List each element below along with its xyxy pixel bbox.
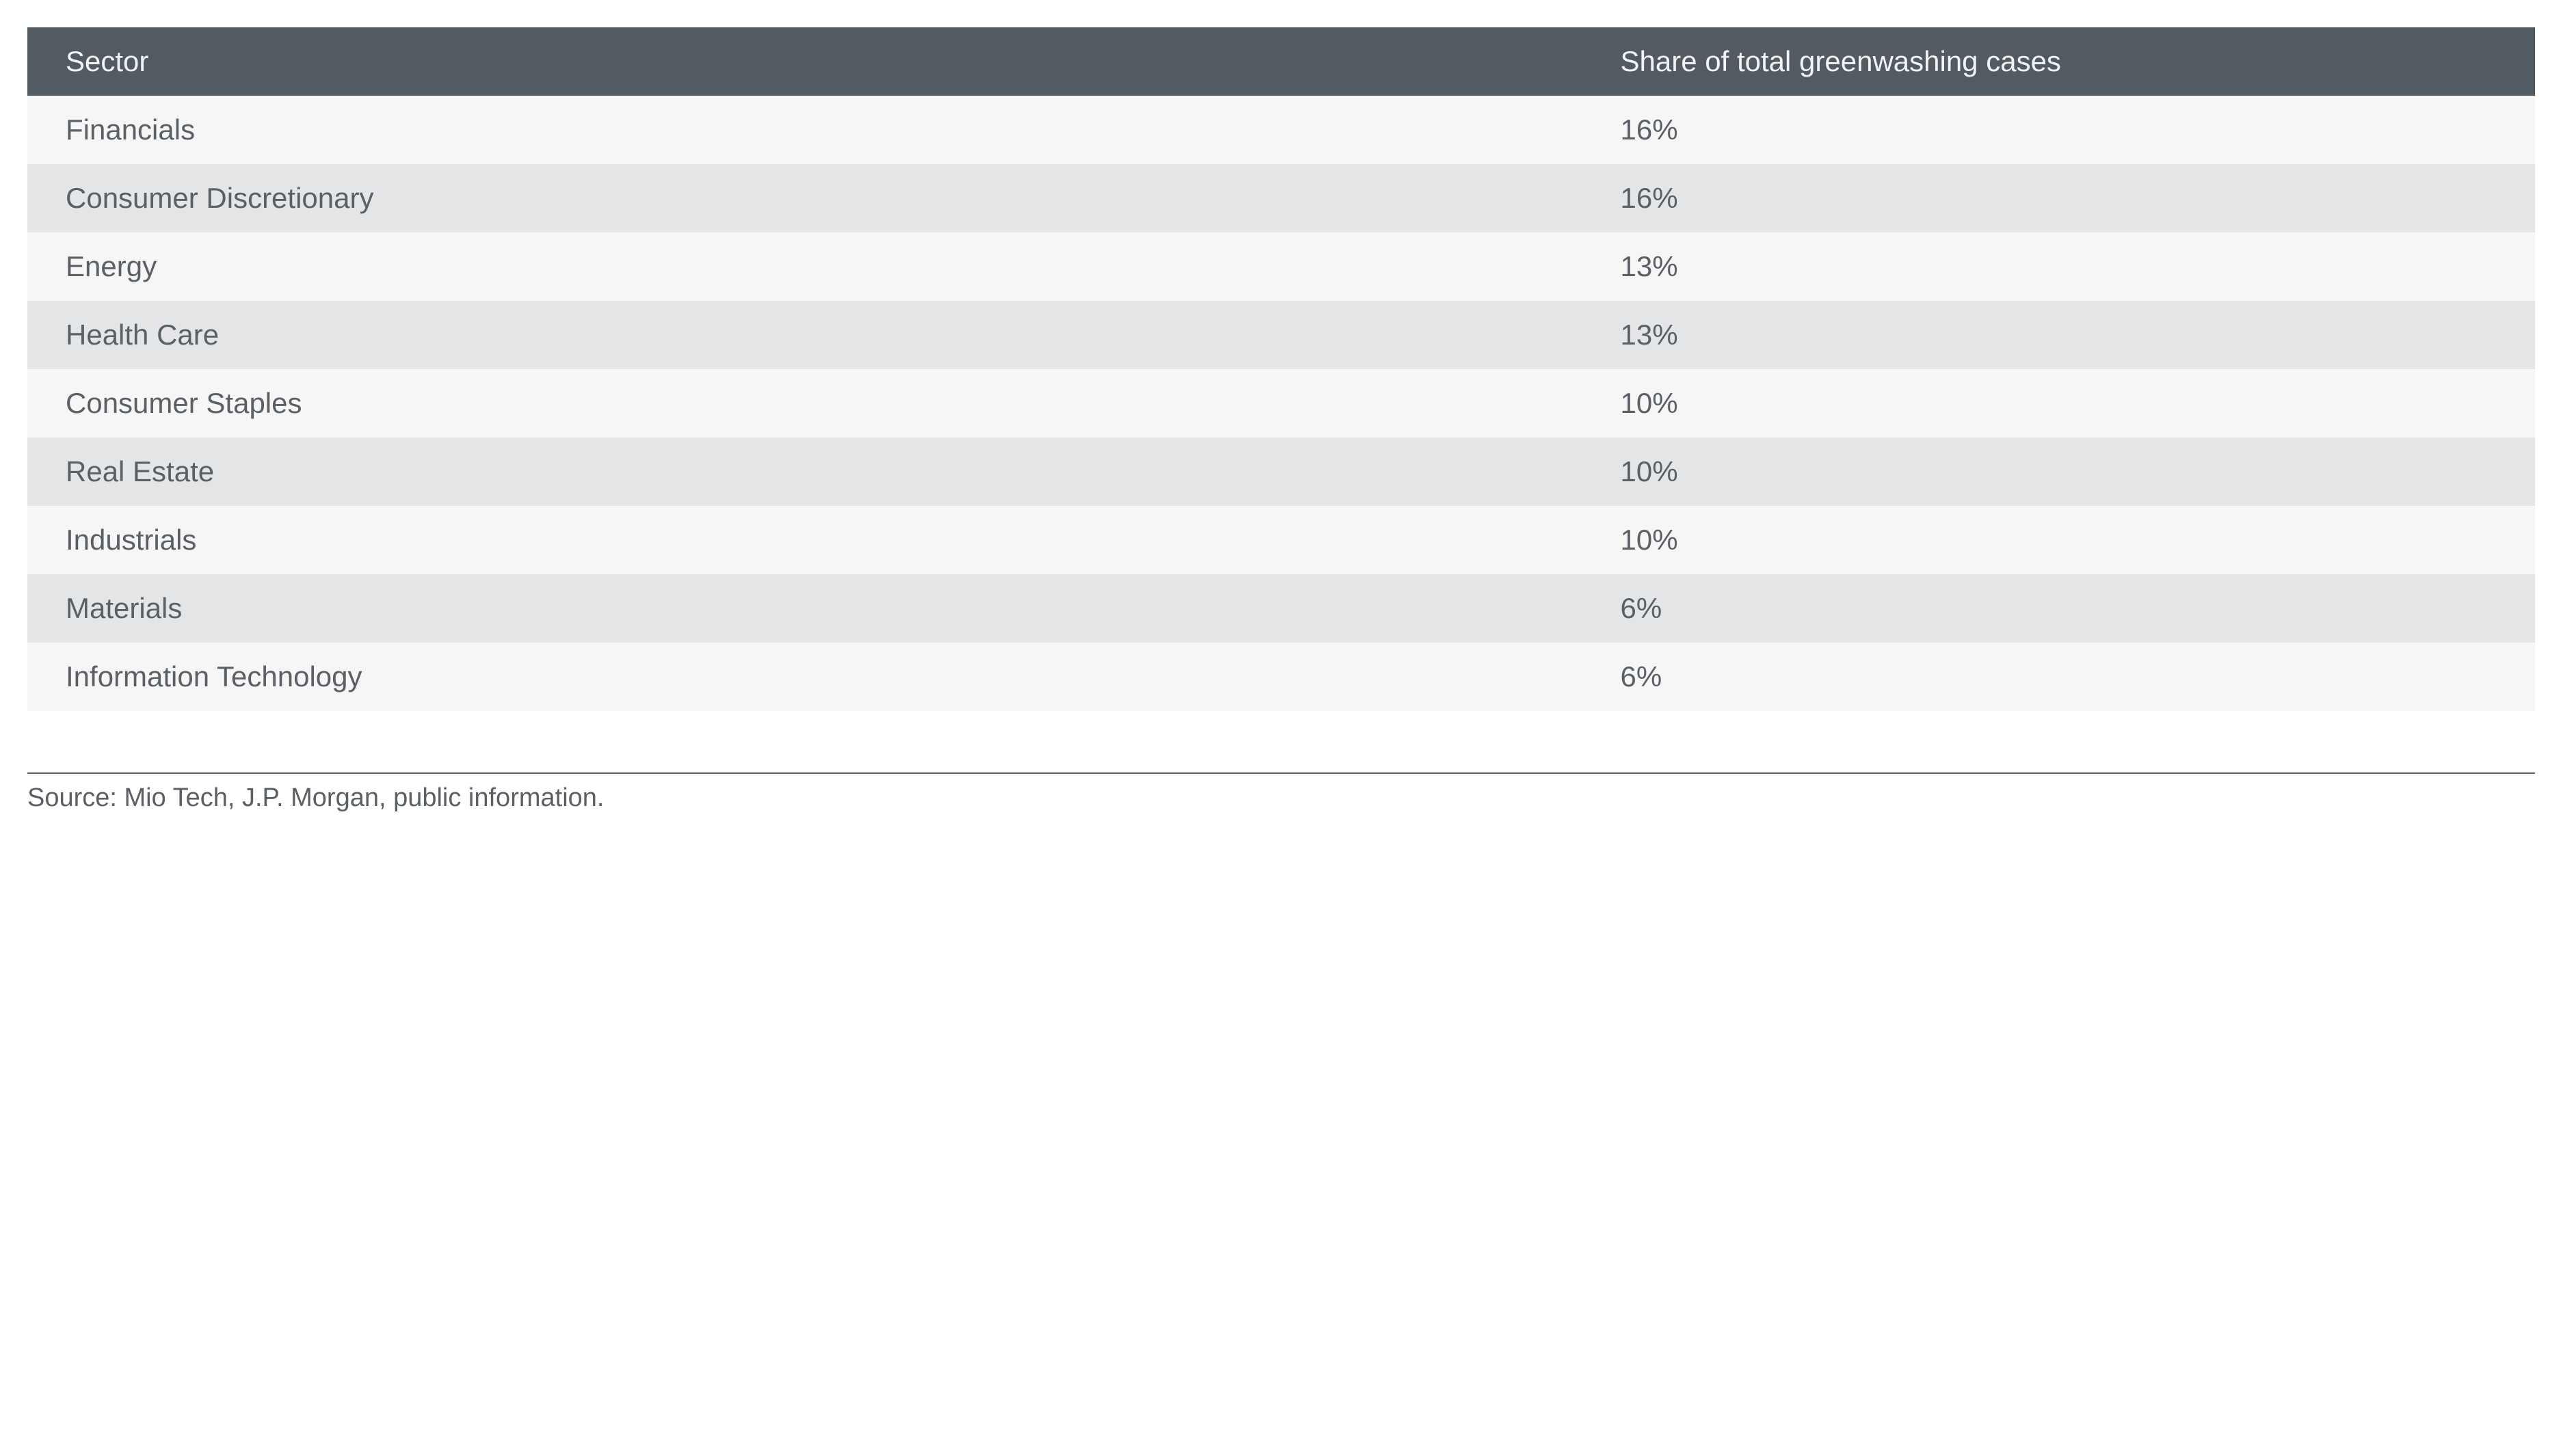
- table-row: Materials6%: [27, 574, 2535, 643]
- cell-share: 6%: [1582, 574, 2535, 643]
- cell-share: 16%: [1582, 164, 2535, 232]
- table-row: Information Technology6%: [27, 643, 2535, 711]
- col-header-sector: Sector: [27, 27, 1582, 96]
- cell-share: 13%: [1582, 301, 2535, 369]
- table-row: Industrials10%: [27, 506, 2535, 574]
- cell-sector: Materials: [27, 574, 1582, 643]
- source-text: Source: Mio Tech, J.P. Morgan, public in…: [27, 774, 2535, 813]
- cell-share: 10%: [1582, 369, 2535, 438]
- cell-sector: Information Technology: [27, 643, 1582, 711]
- table-body: Financials16%Consumer Discretionary16%En…: [27, 96, 2535, 711]
- cell-sector: Energy: [27, 232, 1582, 301]
- cell-sector: Health Care: [27, 301, 1582, 369]
- table-row: Health Care13%: [27, 301, 2535, 369]
- table-row: Real Estate10%: [27, 438, 2535, 506]
- table-row: Financials16%: [27, 96, 2535, 164]
- cell-share: 10%: [1582, 506, 2535, 574]
- table-row: Energy13%: [27, 232, 2535, 301]
- table-row: Consumer Discretionary16%: [27, 164, 2535, 232]
- cell-sector: Consumer Discretionary: [27, 164, 1582, 232]
- cell-sector: Real Estate: [27, 438, 1582, 506]
- greenwashing-table-container: Sector Share of total greenwashing cases…: [27, 27, 2535, 711]
- table-row: Consumer Staples10%: [27, 369, 2535, 438]
- cell-sector: Financials: [27, 96, 1582, 164]
- cell-sector: Consumer Staples: [27, 369, 1582, 438]
- cell-share: 10%: [1582, 438, 2535, 506]
- cell-share: 13%: [1582, 232, 2535, 301]
- col-header-share: Share of total greenwashing cases: [1582, 27, 2535, 96]
- cell-share: 6%: [1582, 643, 2535, 711]
- greenwashing-table: Sector Share of total greenwashing cases…: [27, 27, 2535, 711]
- cell-sector: Industrials: [27, 506, 1582, 574]
- cell-share: 16%: [1582, 96, 2535, 164]
- table-header: Sector Share of total greenwashing cases: [27, 27, 2535, 96]
